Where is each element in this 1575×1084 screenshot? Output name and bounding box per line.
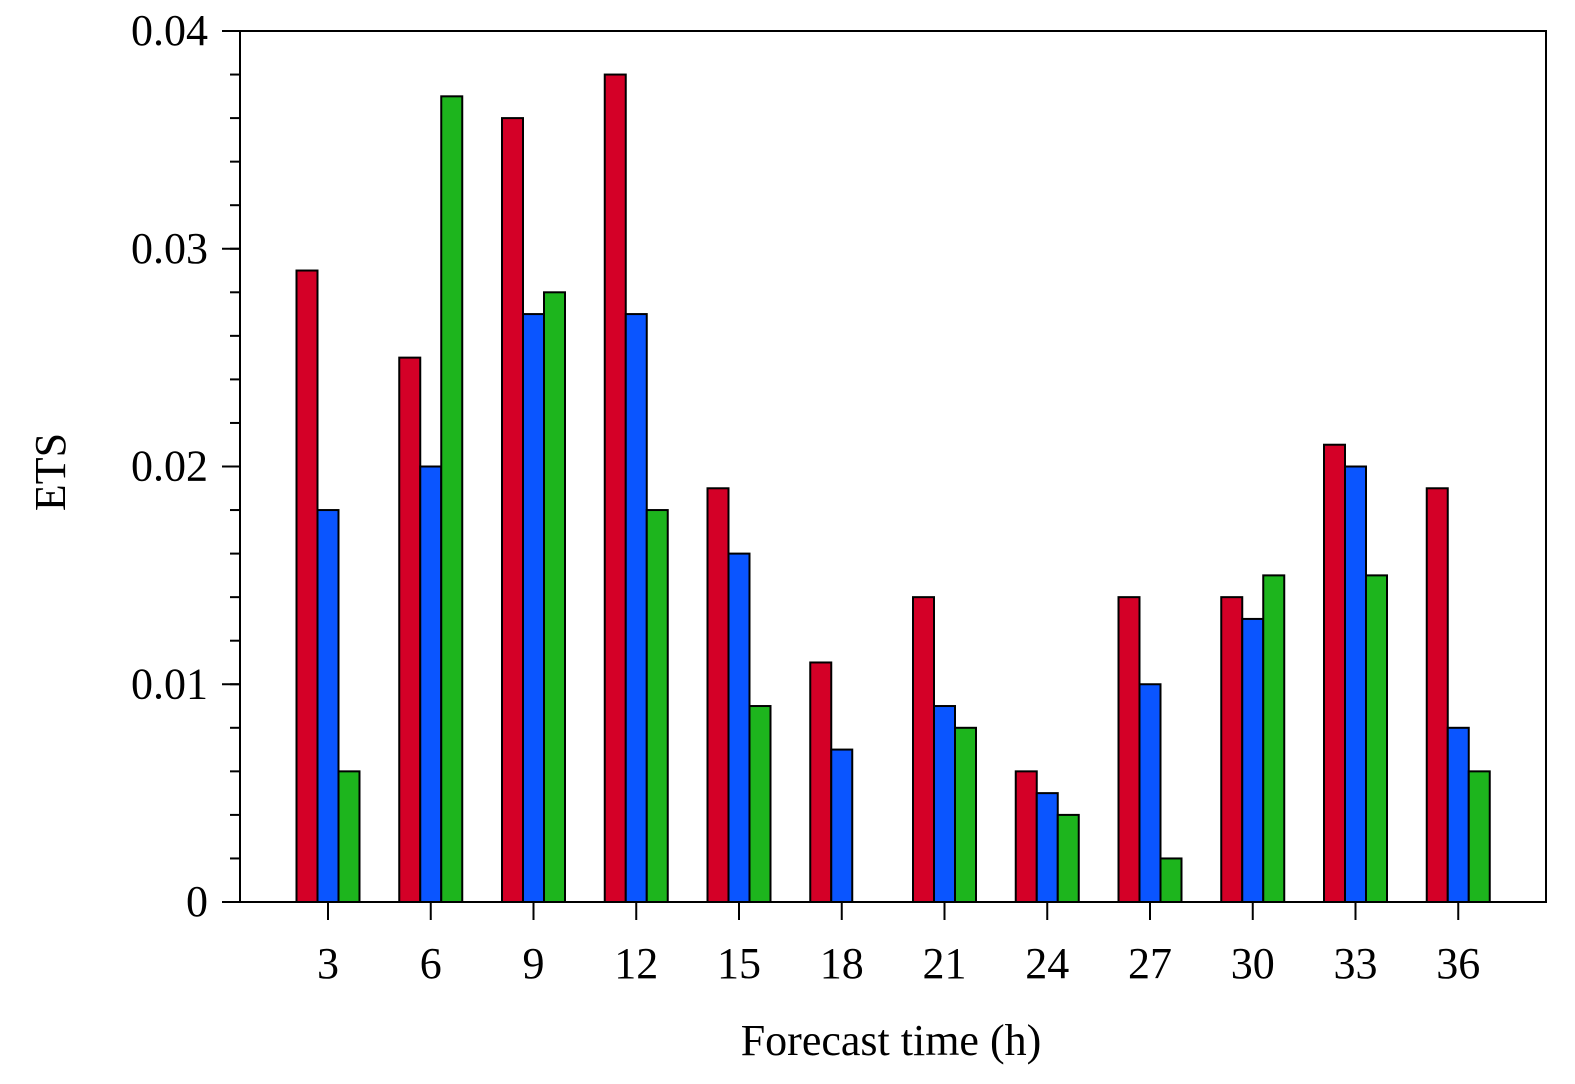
bar-series2-27 [1138,683,1162,903]
axes-layer: 00.010.020.030.043 6 9 12 15 18 21 24 27 30 33 36 [131,6,1547,988]
x-tick-label: 12 [614,939,658,988]
bar-series1-15 [706,487,730,903]
x-tick-label: 15 [717,939,761,988]
bar-series1-6 [398,356,422,903]
x-tick-label: 27 [1128,939,1172,988]
bar-series1-18 [809,661,833,903]
bar-series2-21 [933,705,956,904]
x-tick-label: 36 [1436,939,1480,988]
bar-series3-6 [440,95,464,903]
bar-series3-27 [1159,857,1183,904]
x-tick-label: 9 [523,939,545,988]
bar-series2-6 [419,465,443,903]
bar-series1-24 [1014,770,1038,903]
bar-series3-9 [543,291,566,903]
bar-series2-18 [830,748,854,904]
bar-series2-33 [1344,465,1367,903]
bar-series2-12 [624,313,648,903]
bar-series3-12 [645,509,669,903]
y-tick-label: 0.03 [131,224,208,273]
x-tick-label: 33 [1334,939,1378,988]
x-axis-title: Forecast time (h) [741,1016,1042,1065]
bar-series2-36 [1446,726,1470,903]
x-tick-label: 3 [317,939,339,988]
bar-series1-21 [912,596,935,904]
bars-layer [295,73,1491,904]
x-tick-label: 21 [923,939,967,988]
bar-series3-24 [1056,813,1080,904]
bar-series3-30 [1262,574,1286,903]
bar-series1-9 [501,117,524,904]
bar-series1-12 [603,73,627,904]
y-tick-label: 0.04 [131,6,208,55]
bar-series3-33 [1365,574,1388,903]
x-tick-label: 30 [1231,939,1275,988]
y-tick-label: 0 [186,877,208,926]
bar-series1-3 [295,269,319,903]
x-tick-label: 6 [420,939,442,988]
y-axis-title: ETS [26,433,75,511]
bar-series3-15 [748,705,772,904]
bar-series3-36 [1467,770,1491,903]
bar-series3-3 [337,770,361,903]
x-tick-label: 24 [1025,939,1069,988]
bar-series1-30 [1220,596,1244,904]
bar-series1-36 [1425,487,1449,903]
bar-series2-3 [316,509,340,903]
bar-series2-30 [1241,617,1265,903]
y-tick-label: 0.01 [131,659,208,708]
x-tick-label: 18 [820,939,864,988]
bar-series3-21 [954,726,977,903]
y-tick-label: 0.02 [131,442,208,491]
bar-series2-24 [1035,792,1059,903]
bar-series1-27 [1117,596,1141,904]
bar-series2-15 [727,552,751,903]
bar-series1-33 [1323,443,1346,903]
bar-series2-9 [522,313,545,903]
